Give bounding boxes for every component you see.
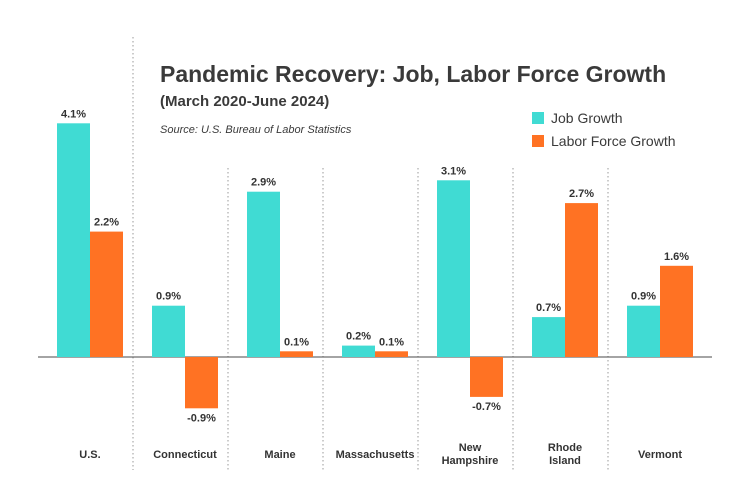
bars <box>57 123 693 409</box>
bar-labor-force-growth-maine <box>280 351 313 357</box>
value-label-job-growth-massachusetts: 0.2% <box>346 331 371 343</box>
value-label-job-growth-connecticut: 0.9% <box>156 291 181 303</box>
value-label-labor-force-growth-new-hampshire: -0.7% <box>472 401 501 413</box>
value-label-labor-force-growth-rhode-island: 2.7% <box>569 188 594 200</box>
bar-job-growth-connecticut <box>152 305 185 357</box>
bar-labor-force-growth-connecticut <box>185 357 218 409</box>
category-label-maine: Maine <box>264 449 295 461</box>
category-label-u-s: U.S. <box>79 449 100 461</box>
value-label-job-growth-rhode-island: 0.7% <box>536 302 561 314</box>
bar-job-growth-new-hampshire <box>437 180 470 357</box>
value-label-labor-force-growth-massachusetts: 0.1% <box>379 336 404 348</box>
legend-label-job-growth: Job Growth <box>551 110 623 126</box>
bar-labor-force-growth-rhode-island <box>565 203 598 357</box>
value-labels: 4.1% 2.2% 0.9% -0.9% 2.9% 0.1% 0.2% 0.1% 3.1% -0.… <box>61 108 689 424</box>
value-label-labor-force-growth-maine: 0.1% <box>284 336 309 348</box>
bar-job-growth-u-s <box>57 123 90 357</box>
bar-job-growth-rhode-island <box>532 317 565 357</box>
category-label-rhode-island: Rhode Island <box>548 442 582 467</box>
category-label-new-hampshire: New Hampshire <box>442 442 499 467</box>
bar-job-growth-vermont <box>627 305 660 357</box>
bar-job-growth-massachusetts <box>342 345 375 357</box>
value-label-job-growth-vermont: 0.9% <box>631 291 656 303</box>
category-separators <box>132 37 609 470</box>
category-label-vermont: Vermont <box>638 449 682 461</box>
bar-labor-force-growth-new-hampshire <box>470 357 503 397</box>
category-labels: U.S. Connecticut Maine Massachusetts New Hamp… <box>79 442 682 467</box>
legend-label-labor-force-growth: Labor Force Growth <box>551 133 676 149</box>
value-label-job-growth-maine: 2.9% <box>251 177 276 189</box>
category-label-connecticut: Connecticut <box>153 449 217 461</box>
value-label-job-growth-u-s: 4.1% <box>61 108 86 120</box>
chart-title: Pandemic Recovery: Job, Labor Force Grow… <box>160 61 666 87</box>
legend: Job Growth Labor Force Growth <box>532 110 676 149</box>
value-label-job-growth-new-hampshire: 3.1% <box>441 165 466 177</box>
value-label-labor-force-growth-connecticut: -0.9% <box>187 412 216 424</box>
chart-subtitle: (March 2020-June 2024) <box>160 93 329 110</box>
legend-swatch-labor-force-growth <box>532 135 544 147</box>
bar-labor-force-growth-u-s <box>90 231 123 357</box>
value-label-labor-force-growth-u-s: 2.2% <box>94 217 119 229</box>
bar-labor-force-growth-massachusetts <box>375 351 408 357</box>
bar-job-growth-maine <box>247 191 280 357</box>
category-label-massachusetts: Massachusetts <box>336 449 415 461</box>
bar-labor-force-growth-vermont <box>660 265 693 357</box>
value-label-labor-force-growth-vermont: 1.6% <box>664 251 689 263</box>
legend-swatch-job-growth <box>532 112 544 124</box>
chart-source: Source: U.S. Bureau of Labor Statistics <box>160 124 352 136</box>
